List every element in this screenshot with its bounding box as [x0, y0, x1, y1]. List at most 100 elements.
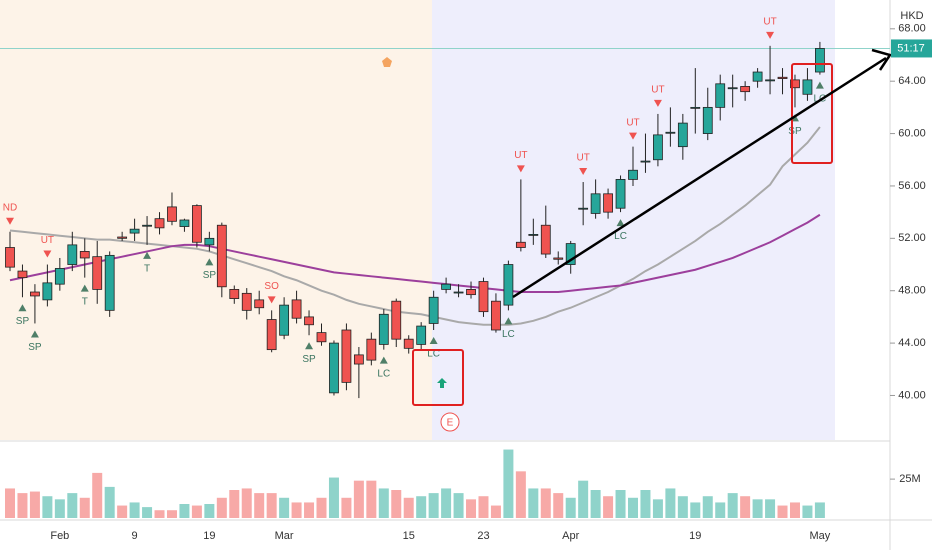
volume-bar — [391, 490, 402, 518]
volume-bar — [17, 493, 28, 518]
volume-bar — [802, 505, 813, 518]
candle-body — [104, 254, 115, 311]
signal-label: LC — [377, 368, 390, 379]
candle-body — [653, 134, 663, 161]
highlight-box — [791, 63, 833, 164]
y-tick-label: 48.00 — [898, 285, 926, 297]
signal-arrow-up — [305, 342, 314, 350]
volume-bar — [316, 497, 327, 518]
volume-bar — [690, 502, 701, 518]
volume-bar — [640, 490, 651, 518]
volume-bar — [528, 488, 539, 518]
highlight-box — [412, 349, 464, 406]
candle-body — [702, 106, 713, 134]
volume-bar — [503, 449, 514, 518]
volume-bar — [117, 505, 128, 518]
volume-bar — [142, 507, 153, 518]
signal-label: UT — [576, 153, 589, 164]
candle-body — [241, 292, 252, 311]
x-tick-label: 9 — [132, 530, 138, 542]
candle-body — [204, 237, 215, 246]
moving-average — [9, 126, 821, 326]
signal-arrow-down — [653, 99, 662, 107]
candle-body — [428, 296, 439, 324]
signal-label: LC — [427, 349, 440, 360]
volume-tick-label: 25M — [899, 473, 920, 485]
x-tick-label: 19 — [689, 530, 701, 542]
volume-bar — [777, 505, 788, 518]
x-tick-label: Feb — [50, 530, 69, 542]
volume-bar — [478, 496, 489, 518]
volume-bar — [553, 493, 564, 518]
candle-body — [216, 224, 227, 288]
volume-bar — [628, 497, 638, 518]
signal-arrow-up — [429, 337, 438, 344]
signal-arrow-up — [80, 284, 89, 292]
signal-label: ND — [3, 202, 17, 213]
volume-bar — [304, 502, 315, 518]
y-tick-label: 52.00 — [898, 232, 926, 244]
volume-bar — [42, 496, 53, 518]
signal-label: T — [82, 296, 88, 307]
candle-body — [590, 193, 601, 214]
volume-bar — [92, 472, 103, 518]
volume-bar — [191, 505, 202, 518]
candle-body — [378, 313, 389, 345]
volume-bar — [229, 490, 240, 518]
volume-bar — [615, 490, 626, 518]
volume-bar — [665, 488, 676, 518]
signal-arrow-down — [6, 217, 14, 225]
x-tick-label: 15 — [403, 530, 415, 542]
candle-body — [628, 169, 638, 180]
up-arrow-icon — [437, 378, 447, 388]
candle-body — [565, 243, 576, 265]
volume-bar — [565, 497, 576, 518]
signal-arrow-up — [379, 356, 388, 364]
candle-body — [229, 289, 240, 299]
price-tag: 51:17 — [897, 42, 925, 54]
candle-body — [92, 256, 103, 290]
currency-bg — [896, 6, 928, 24]
signal-label: SP — [28, 342, 42, 353]
signal-arrow-down — [629, 132, 637, 140]
volume-bar — [179, 504, 190, 518]
volume-bar — [328, 477, 339, 518]
candle-body — [279, 304, 290, 336]
candle-body — [17, 270, 28, 279]
currency-label: HKD — [900, 10, 923, 22]
volume-bar — [702, 496, 713, 518]
volume-bar — [540, 488, 551, 518]
volume-bar — [466, 499, 477, 518]
candle-body — [42, 282, 53, 301]
candle-body — [640, 160, 651, 163]
volume-bar — [603, 496, 614, 518]
candle-body — [291, 299, 302, 319]
volume-bar — [453, 493, 464, 518]
volume-bar — [204, 504, 215, 518]
candle-body — [366, 338, 377, 361]
volume-bar — [104, 486, 115, 518]
signal-arrow-down — [579, 168, 588, 176]
trend-arrow-head — [871, 48, 892, 71]
signal-arrow-down — [267, 296, 276, 304]
signal-label: T — [144, 264, 150, 275]
volume-bar — [279, 497, 290, 518]
volume-bar — [416, 496, 427, 518]
plot: ND UT SO UT UT UT UT UT SP SP T T SP SP LC LC LC LC SP LC — [0, 16, 890, 518]
candle-body — [727, 87, 738, 90]
volume-bar — [29, 491, 40, 518]
moving-average — [9, 213, 821, 294]
volume-bar — [765, 499, 776, 518]
volume-bar — [5, 488, 15, 518]
candle-body — [740, 86, 751, 93]
volume-bar — [490, 505, 501, 518]
y-tick-label: 44.00 — [898, 337, 926, 349]
volume-bar — [54, 499, 65, 518]
signal-label: UT — [763, 16, 776, 27]
volume-bar — [590, 490, 601, 518]
x-tick-label: Apr — [562, 530, 579, 542]
signal-label: LC — [614, 231, 627, 242]
volume-bar — [740, 496, 751, 518]
candle-body — [304, 316, 314, 326]
candle-body — [515, 241, 526, 248]
